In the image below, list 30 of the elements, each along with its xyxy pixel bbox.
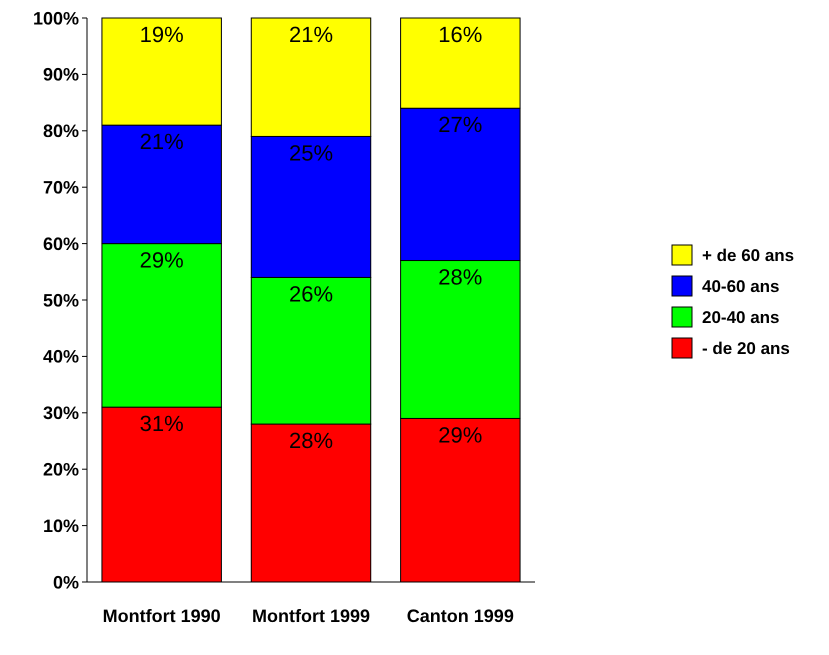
- x-tick-label: Montfort 1990: [102, 606, 221, 626]
- data-label: 21%: [140, 129, 184, 154]
- y-tick-label: 10%: [42, 516, 79, 536]
- x-tick-label: Montfort 1999: [252, 606, 370, 626]
- data-label: 19%: [140, 22, 184, 47]
- data-label: 28%: [438, 264, 482, 290]
- y-tick-label: 40%: [42, 346, 79, 367]
- y-tick-label: 30%: [42, 403, 79, 424]
- y-tick-label: 90%: [42, 64, 79, 85]
- data-label: 31%: [140, 411, 184, 436]
- y-tick-label: 70%: [42, 178, 79, 198]
- data-label: 29%: [140, 248, 184, 273]
- y-tick-label: 100%: [32, 8, 79, 28]
- data-label: 16%: [438, 22, 482, 47]
- y-tick-label: 60%: [42, 234, 79, 254]
- data-label: 29%: [438, 422, 482, 448]
- legend-label: + de 60 ans: [702, 246, 794, 265]
- y-tick-label: 20%: [42, 460, 79, 480]
- data-label: 26%: [288, 281, 334, 306]
- data-label: 25%: [288, 140, 334, 166]
- data-label: 21%: [288, 22, 334, 47]
- x-tick-label: Canton 1999: [406, 606, 514, 626]
- data-label: 27%: [438, 112, 482, 138]
- legend-label: 40-60 ans: [702, 276, 780, 296]
- y-tick-label: 50%: [42, 290, 79, 310]
- legend-label: 20-40 ans: [702, 308, 780, 327]
- y-tick-label: 0%: [52, 572, 79, 592]
- legend-label: - de 20 ans: [702, 338, 790, 358]
- y-tick-label: 80%: [42, 121, 79, 142]
- data-label: 28%: [288, 428, 334, 454]
